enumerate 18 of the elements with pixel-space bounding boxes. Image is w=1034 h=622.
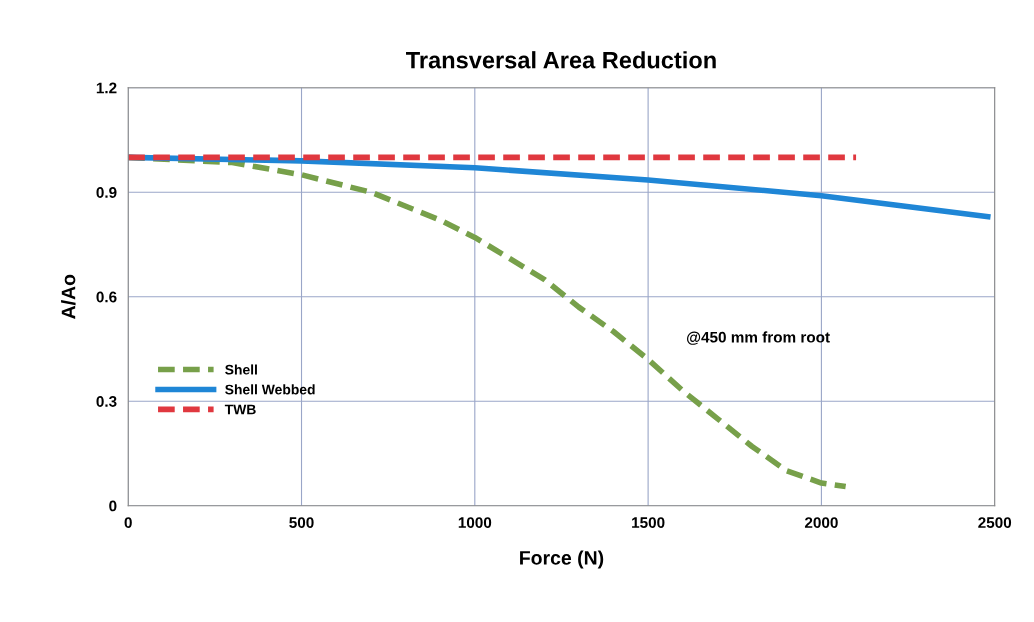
x-axis-title: Force (N) bbox=[520, 550, 604, 569]
y-axis-title: A/Ao bbox=[61, 274, 76, 319]
y-tick-label: 1.2 bbox=[96, 82, 117, 94]
y-tick-label: 0.6 bbox=[96, 291, 117, 303]
x-tick-label: 1500 bbox=[632, 517, 665, 529]
legend-label: Shell Webbed bbox=[225, 384, 315, 395]
x-tick-label: 1000 bbox=[458, 517, 492, 529]
y-tick-label: 0.3 bbox=[96, 396, 117, 407]
legend-label: Shell bbox=[225, 364, 257, 375]
y-tick-label: 0.9 bbox=[96, 187, 117, 198]
chart-title: Transversal Area Reduction bbox=[406, 51, 716, 69]
annotation: @450 mm from root bbox=[687, 331, 830, 345]
x-tick-label: 500 bbox=[289, 517, 314, 529]
x-tick-label: 2000 bbox=[804, 517, 838, 529]
legend-label: TWB bbox=[224, 404, 256, 415]
y-tick-label: 0 bbox=[109, 500, 117, 512]
x-tick-label: 2500 bbox=[978, 517, 1012, 529]
x-tick-label: 0 bbox=[124, 517, 132, 529]
